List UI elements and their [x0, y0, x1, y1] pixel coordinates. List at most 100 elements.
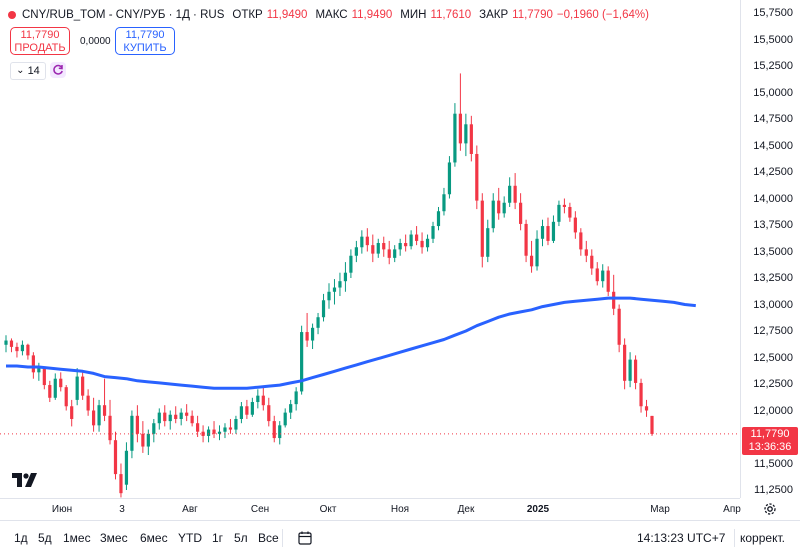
candle-body	[338, 281, 342, 288]
candle-body	[283, 412, 287, 426]
price-tick-label: 12,5000	[753, 351, 793, 364]
candle-body	[633, 359, 638, 383]
candle-body	[508, 185, 512, 203]
price-tick-label: 11,2500	[754, 484, 793, 496]
range-6m-button[interactable]: 6мес	[140, 531, 168, 545]
calendar-plus-icon[interactable]	[297, 530, 313, 551]
candle-body	[289, 404, 293, 413]
price-axis[interactable]: 15,7500 15,5000 15,2500 15,0000 14,7500 14,50…	[740, 0, 800, 498]
candles-layer	[4, 73, 654, 498]
candle-body	[486, 228, 490, 257]
candle-body	[327, 291, 331, 301]
candle-body	[404, 243, 408, 247]
candle-body	[595, 268, 599, 282]
time-axis[interactable]: Июн 3 Авг Сен Окт Ноя Дек 2025 Мар Апр	[0, 498, 741, 521]
buy-button[interactable]: 11,7790 КУПИТЬ	[115, 27, 175, 55]
candle-body	[31, 355, 35, 373]
candle-body	[524, 223, 528, 256]
candle-body	[393, 249, 397, 258]
candle-body	[135, 415, 139, 434]
market-status-icon	[8, 11, 16, 19]
tradingview-logo-icon[interactable]	[12, 473, 38, 492]
range-all-button[interactable]: Все	[258, 531, 279, 545]
candle-body	[420, 240, 424, 248]
candle-body	[382, 243, 386, 250]
candle-body	[42, 368, 46, 386]
price-tick-label: 13,7500	[753, 219, 793, 231]
indicator-toggle[interactable]: ⌄ 14	[10, 62, 46, 80]
buy-price: 11,7790	[125, 29, 165, 41]
chart-area[interactable]	[0, 0, 740, 498]
candle-body	[300, 332, 304, 392]
candle-body	[305, 332, 309, 341]
close-label: ЗАКР	[479, 9, 509, 21]
spread-value: 0,0000	[80, 36, 111, 47]
candle-body	[119, 474, 123, 494]
candle-body	[108, 415, 112, 441]
candle-body	[278, 425, 282, 439]
buy-label: КУПИТЬ	[123, 42, 167, 54]
price-tick-label: 12,2500	[753, 378, 793, 390]
candle-body	[557, 204, 561, 222]
candle-body	[584, 249, 588, 256]
range-1m-button[interactable]: 1мес	[63, 531, 91, 545]
candle-body	[201, 431, 205, 436]
candle-body	[239, 406, 244, 419]
current-price: 11,7790	[750, 428, 790, 440]
candle-body	[513, 185, 517, 203]
candle-body	[179, 412, 183, 419]
candle-body	[644, 406, 649, 411]
clock-time[interactable]: 14:13:23 UTC+7	[637, 531, 726, 545]
range-1d-button[interactable]: 1д	[14, 531, 28, 545]
candle-body	[102, 405, 107, 416]
candle-body	[568, 206, 572, 218]
candle-body	[26, 344, 30, 356]
candle-body	[447, 162, 452, 195]
sell-button[interactable]: 11,7790 ПРОДАТЬ	[10, 27, 70, 55]
price-tick-label: 13,0000	[753, 298, 793, 311]
candle-body	[332, 287, 337, 292]
chevron-down-icon: ⌄	[16, 65, 25, 76]
sell-label: ПРОДАТЬ	[14, 42, 66, 54]
candle-body	[409, 234, 413, 247]
range-ytd-button[interactable]: YTD	[178, 531, 202, 545]
candle-body	[469, 124, 473, 154]
candle-body	[234, 418, 238, 430]
symbol-title[interactable]: CNY/RUB_TOM - CNY/РУБ · 1Д · RUS	[22, 9, 225, 21]
candle-body	[124, 450, 129, 485]
candle-body	[502, 202, 506, 214]
low-value: 11,7610	[430, 9, 472, 21]
price-tick-label: 14,5000	[753, 139, 793, 152]
candle-body	[414, 234, 419, 241]
candle-body	[601, 270, 605, 282]
candle-body	[174, 414, 178, 419]
candle-body	[272, 421, 276, 439]
gear-icon[interactable]	[763, 502, 777, 521]
candle-body	[376, 243, 380, 254]
price-chart[interactable]	[0, 0, 740, 498]
adjust-button[interactable]: коррект.	[740, 531, 785, 545]
range-5d-button[interactable]: 5д	[38, 531, 52, 545]
range-1y-button[interactable]: 1г	[212, 531, 224, 545]
candle-body	[228, 427, 233, 430]
candle-body	[163, 412, 167, 422]
refresh-icon[interactable]	[50, 62, 66, 78]
candle-body	[9, 340, 14, 347]
time-tick-label: Июн	[51, 504, 73, 515]
candle-body	[612, 291, 616, 309]
candle-body	[152, 423, 156, 434]
candle-body	[387, 249, 391, 258]
candle-body	[261, 395, 265, 406]
candle-body	[639, 382, 643, 407]
range-5y-button[interactable]: 5л	[234, 531, 248, 545]
price-tick-label: 11,5000	[754, 457, 793, 470]
candle-body	[354, 247, 358, 256]
candle-body	[343, 272, 348, 282]
current-price-label: 11,7790 13:36:36	[742, 427, 798, 455]
range-3m-button[interactable]: 3мес	[100, 531, 128, 545]
candle-body	[458, 113, 462, 144]
candle-body	[185, 412, 189, 416]
candle-body	[453, 113, 457, 163]
candle-body	[606, 270, 610, 292]
time-tick-label: Окт	[319, 504, 337, 515]
